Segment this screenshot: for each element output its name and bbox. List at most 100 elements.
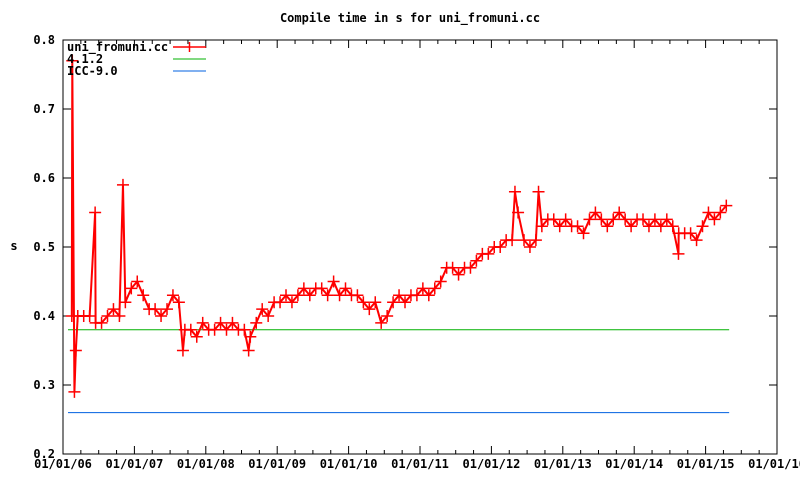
data-point xyxy=(196,316,209,329)
data-point xyxy=(535,220,548,233)
data-point xyxy=(357,296,370,309)
data-point xyxy=(190,330,203,343)
data-point xyxy=(416,282,429,295)
data-point xyxy=(422,289,435,302)
plot-border xyxy=(62,39,778,455)
data-point xyxy=(149,303,162,316)
y-tick-label: 0.6 xyxy=(33,171,55,185)
data-point xyxy=(381,310,394,322)
data-point xyxy=(589,206,602,219)
data-point xyxy=(428,282,441,295)
legend-label: ICC-9.0 xyxy=(67,64,118,78)
data-point xyxy=(113,310,126,322)
data-point xyxy=(660,213,673,226)
data-point xyxy=(250,316,263,329)
y-tick-label: 0.5 xyxy=(33,240,55,254)
data-point xyxy=(172,296,185,309)
data-point xyxy=(351,289,364,302)
data-point xyxy=(83,310,96,322)
y-tick-label: 0.8 xyxy=(33,33,55,47)
data-point xyxy=(672,247,685,260)
y-axis-label: s xyxy=(10,239,17,253)
data-point xyxy=(399,296,412,309)
data-point xyxy=(208,323,221,336)
legend-label: 4.1.2 xyxy=(67,52,103,66)
data-point xyxy=(125,282,138,295)
data-point xyxy=(116,178,129,191)
data-point xyxy=(625,220,638,233)
chart-title: Compile time in s for uni_fromuni.cc xyxy=(280,11,540,26)
x-tick-label: 01/01/11 xyxy=(391,457,449,471)
data-point xyxy=(702,206,715,219)
data-point xyxy=(69,344,82,357)
data-point xyxy=(720,199,733,212)
y-tick-label: 0.2 xyxy=(33,447,55,461)
data-point xyxy=(238,323,251,336)
data-point xyxy=(583,213,596,226)
data-point xyxy=(452,268,465,281)
data-point xyxy=(559,213,572,226)
data-point xyxy=(315,282,328,295)
data-point xyxy=(68,385,81,398)
data-point xyxy=(607,213,620,226)
data-point xyxy=(613,206,626,219)
data-point xyxy=(434,275,447,288)
data-point xyxy=(532,185,545,198)
data-point xyxy=(166,289,179,302)
data-point xyxy=(101,310,114,322)
x-tick-label: 01/01/15 xyxy=(677,457,735,471)
x-tick-label: 01/01/13 xyxy=(534,457,592,471)
data-point xyxy=(494,241,507,253)
data-point xyxy=(654,220,667,233)
data-point xyxy=(446,261,459,274)
data-point xyxy=(280,289,293,302)
data-point xyxy=(595,213,608,226)
data-point xyxy=(684,227,697,240)
data-point xyxy=(642,220,655,233)
data-point xyxy=(714,206,727,219)
data-point xyxy=(339,282,352,295)
data-point xyxy=(95,316,108,329)
data-point xyxy=(66,54,79,67)
x-tick-label: 01/01/14 xyxy=(605,457,663,471)
data-point xyxy=(89,206,102,219)
data-point xyxy=(410,289,423,302)
data-point xyxy=(482,247,495,260)
data-point xyxy=(155,310,168,322)
data-point xyxy=(333,289,346,302)
data-point xyxy=(285,296,298,309)
data-point xyxy=(226,316,239,329)
data-point xyxy=(327,275,340,288)
data-point xyxy=(387,296,400,309)
data-point xyxy=(176,344,189,357)
data-point xyxy=(161,303,174,316)
data-point xyxy=(571,220,584,233)
data-point xyxy=(464,261,477,274)
data-point xyxy=(131,275,144,288)
data-point xyxy=(648,213,661,226)
data-point xyxy=(393,289,406,302)
data-point xyxy=(119,296,132,309)
data-point xyxy=(508,185,521,198)
data-point xyxy=(470,254,483,267)
data-point xyxy=(547,213,560,226)
x-tick-label: 01/01/16 xyxy=(748,457,800,471)
x-tick-label: 01/01/09 xyxy=(248,457,306,471)
data-point xyxy=(297,282,310,295)
data-point xyxy=(553,220,566,233)
data-point xyxy=(512,206,525,219)
data-point xyxy=(214,316,227,329)
data-point xyxy=(637,213,650,226)
data-point xyxy=(696,220,709,233)
data-point xyxy=(619,213,632,226)
data-point xyxy=(262,310,275,322)
x-tick-label: 01/01/08 xyxy=(177,457,235,471)
data-point xyxy=(601,220,614,233)
data-point xyxy=(107,303,120,316)
data-point xyxy=(274,296,287,309)
data-point xyxy=(375,316,388,329)
data-point xyxy=(256,303,269,316)
y-tick-label: 0.3 xyxy=(33,378,55,392)
